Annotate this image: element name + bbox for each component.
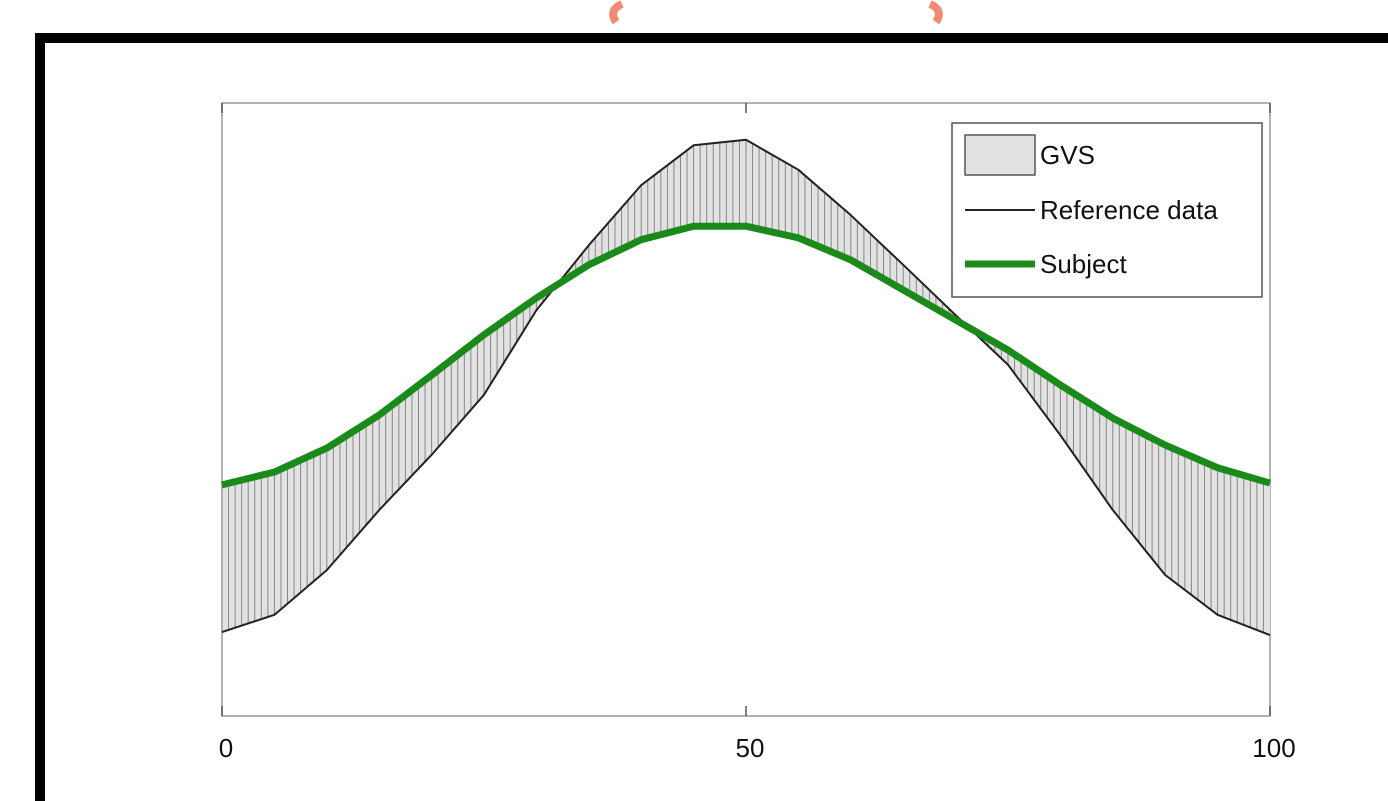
series-line (221, 222, 1271, 489)
decoration (609, 0, 624, 25)
legend-label: GVS (1040, 140, 1095, 170)
x-tick-label: 0 (219, 733, 233, 763)
legend-label: Reference data (1040, 195, 1218, 225)
legend: GVS Reference data Subject (951, 122, 1263, 298)
plot (221, 138, 1271, 637)
series-line (221, 138, 1271, 637)
decoration (928, 0, 943, 25)
x-tick-label: 50 (736, 733, 765, 763)
legend-swatch (964, 134, 1036, 176)
x-tick-label: 100 (1252, 733, 1295, 763)
legend-label: Subject (1040, 249, 1127, 279)
